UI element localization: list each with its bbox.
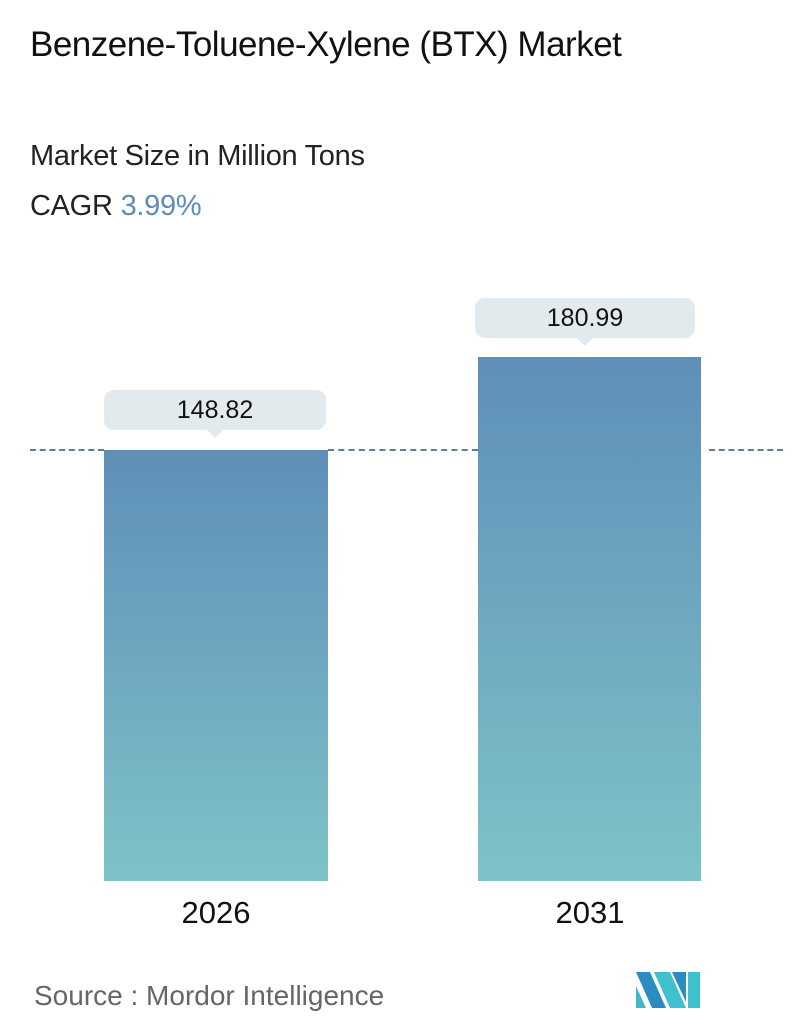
chart-title: Benzene-Toluene-Xylene (BTX) Market — [30, 25, 622, 64]
source-text: Source : Mordor Intelligence — [34, 980, 385, 1011]
chart-subtitle: Market Size in Million Tons — [30, 140, 365, 172]
cagr-label: CAGR — [30, 190, 113, 222]
x-label-2026: 2026 — [181, 895, 251, 930]
bar-2031 — [478, 357, 701, 881]
reference-line-left — [30, 449, 104, 451]
bar-2026 — [104, 450, 328, 881]
cagr-value: 3.99% — [120, 190, 202, 222]
value-label-2026: 148.82 — [104, 390, 326, 438]
mordor-intelligence-logo-icon — [636, 972, 700, 1008]
reference-line-middle — [328, 449, 478, 451]
reference-line-right — [709, 449, 783, 451]
value-label-2031: 180.99 — [475, 298, 695, 346]
cagr-line: CAGR 3.99% — [30, 188, 202, 224]
x-label-2031: 2031 — [555, 895, 625, 930]
